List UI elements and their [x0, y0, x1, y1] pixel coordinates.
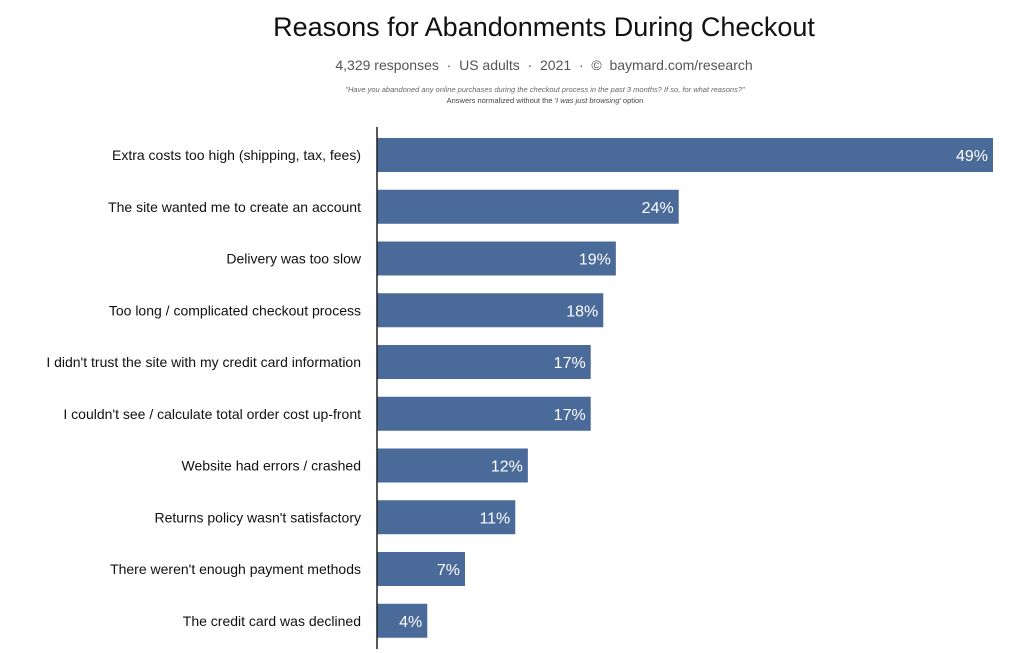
category-label: The credit card was declined [183, 613, 361, 629]
category-label: Extra costs too high (shipping, tax, fee… [112, 147, 361, 163]
bar [377, 603, 428, 638]
bar [377, 396, 591, 431]
bar [377, 293, 604, 328]
value-label: 17% [554, 355, 586, 372]
category-label: Too long / complicated checkout process [109, 302, 361, 318]
note-emphasis: 'I was just browsing' [554, 96, 621, 105]
chart-subtitle: 4,329 responses · US adults · 2021 · © b… [335, 57, 753, 73]
normalization-note: Answers normalized without the 'I was ju… [0, 96, 1024, 105]
bar [377, 500, 516, 535]
value-label: 7% [437, 562, 460, 579]
bar [377, 241, 616, 276]
bar [377, 138, 993, 172]
category-label: The site wanted me to create an account [108, 199, 361, 215]
value-label: 17% [554, 407, 586, 424]
value-label: 11% [479, 510, 510, 527]
category-label: Website had errors / crashed [182, 458, 362, 474]
value-label: 4% [399, 614, 422, 631]
category-label: Delivery was too slow [226, 251, 361, 267]
chart-title: Reasons for Abandonments During Checkout [273, 12, 815, 42]
value-label: 18% [566, 303, 598, 320]
category-label: I couldn't see / calculate total order c… [63, 406, 361, 422]
bar [377, 189, 679, 224]
value-label: 49% [956, 148, 988, 165]
value-label: 12% [491, 459, 523, 476]
value-label: 19% [579, 252, 611, 269]
note-prefix: Answers normalized without the [446, 96, 555, 105]
category-label: I didn't trust the site with my credit c… [46, 354, 361, 370]
category-label: Returns policy wasn't satisfactory [154, 509, 361, 525]
category-label: There weren't enough payment methods [110, 561, 361, 577]
bar [377, 552, 465, 586]
bar [377, 448, 528, 483]
note-suffix: option [620, 96, 644, 105]
value-label: 24% [642, 200, 674, 217]
survey-question: "Have you abandoned any online purchases… [345, 85, 745, 94]
bar [377, 345, 591, 379]
